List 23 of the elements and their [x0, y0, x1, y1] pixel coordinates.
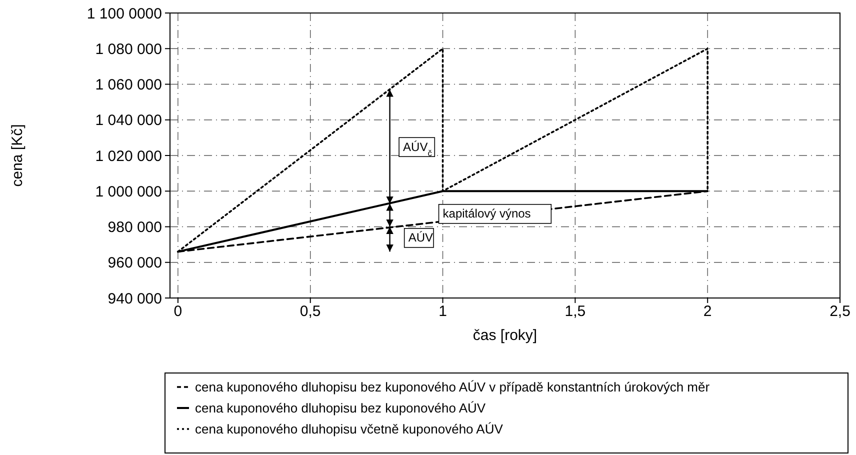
- x-tick-label: 0: [174, 303, 182, 320]
- y-tick-label: 1 020 000: [95, 148, 162, 165]
- legend-label: cena kuponového dluhopisu bez kuponového AÚV: [195, 400, 486, 416]
- annotation: AÚV: [408, 230, 434, 245]
- annotation: kapitálový výnos: [442, 206, 531, 221]
- y-tick-label: 940 000: [108, 290, 162, 308]
- annotation: AÚV$_{č}$: [403, 140, 432, 158]
- x-axis-title: čas [roky]: [472, 327, 538, 344]
- x-tick-label: 2: [703, 303, 712, 320]
- y-axis-title: cena [Kč]: [9, 124, 26, 187]
- x-tick-label: 1: [438, 303, 447, 320]
- y-tick-label: 1 080 000: [95, 40, 162, 58]
- y-tick-label: 960 000: [108, 254, 162, 272]
- y-tick-label: 1 100 0000: [86, 5, 162, 22]
- x-tick-label: 0,5: [300, 303, 321, 320]
- y-tick-label: 1 040 000: [95, 112, 162, 130]
- x-tick-label: 2,5: [830, 303, 850, 320]
- y-tick-label: 1 000 000: [95, 183, 162, 200]
- y-tick-label: 980 000: [108, 219, 162, 236]
- legend-label: cena kuponového dluhopisu včetně kuponového AÚV: [195, 422, 504, 437]
- y-tick-label: 1 060 000: [95, 76, 162, 94]
- x-tick-label: 1,5: [564, 303, 586, 320]
- legend-label: cena kuponového dluhopisu bez kuponového AÚV v případě konstantních úrokových měr: [195, 380, 710, 395]
